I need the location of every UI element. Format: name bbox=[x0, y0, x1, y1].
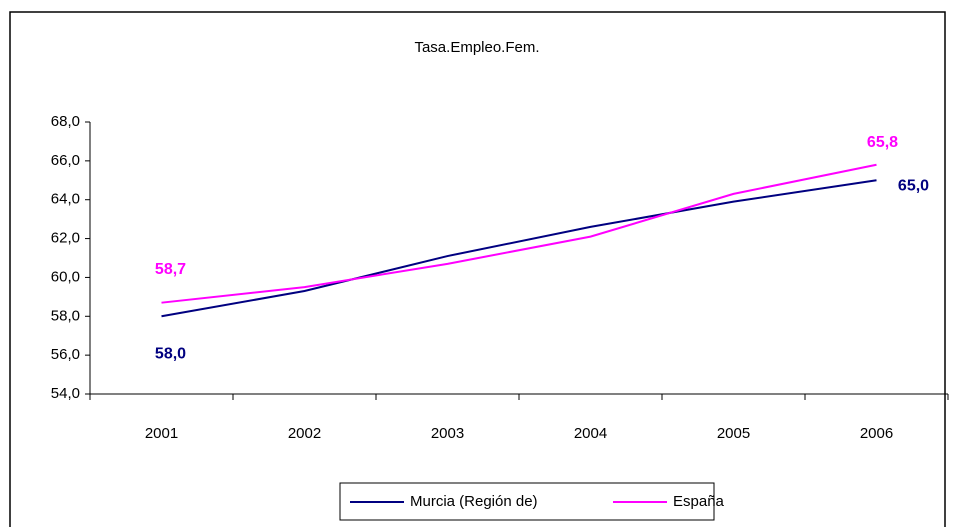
legend-label: Murcia (Región de) bbox=[410, 493, 538, 510]
y-tick-label: 68,0 bbox=[51, 113, 80, 130]
data-label: 65,8 bbox=[867, 134, 898, 151]
x-tick-label: 2005 bbox=[717, 425, 750, 442]
x-tick-label: 2006 bbox=[860, 425, 893, 442]
y-tick-label: 64,0 bbox=[51, 191, 80, 208]
y-tick-label: 54,0 bbox=[51, 385, 80, 402]
y-tick-label: 56,0 bbox=[51, 346, 80, 363]
x-tick-label: 2001 bbox=[145, 425, 178, 442]
series-line bbox=[161, 179, 877, 318]
y-tick-label: 62,0 bbox=[51, 230, 80, 247]
chart-title: Tasa.Empleo.Fem. bbox=[414, 39, 539, 56]
series-line bbox=[161, 163, 877, 304]
legend-label: España bbox=[673, 493, 725, 510]
data-label: 58,0 bbox=[155, 346, 186, 363]
x-tick-label: 2002 bbox=[288, 425, 321, 442]
chart-border bbox=[9, 11, 946, 527]
y-tick-label: 58,0 bbox=[51, 307, 80, 324]
x-tick-label: 2004 bbox=[574, 425, 607, 442]
x-tick-label: 2003 bbox=[431, 425, 464, 442]
y-tick-label: 60,0 bbox=[51, 268, 80, 285]
y-tick-label: 66,0 bbox=[51, 152, 80, 169]
data-label: 58,7 bbox=[155, 261, 186, 278]
data-label: 65,0 bbox=[898, 178, 929, 195]
